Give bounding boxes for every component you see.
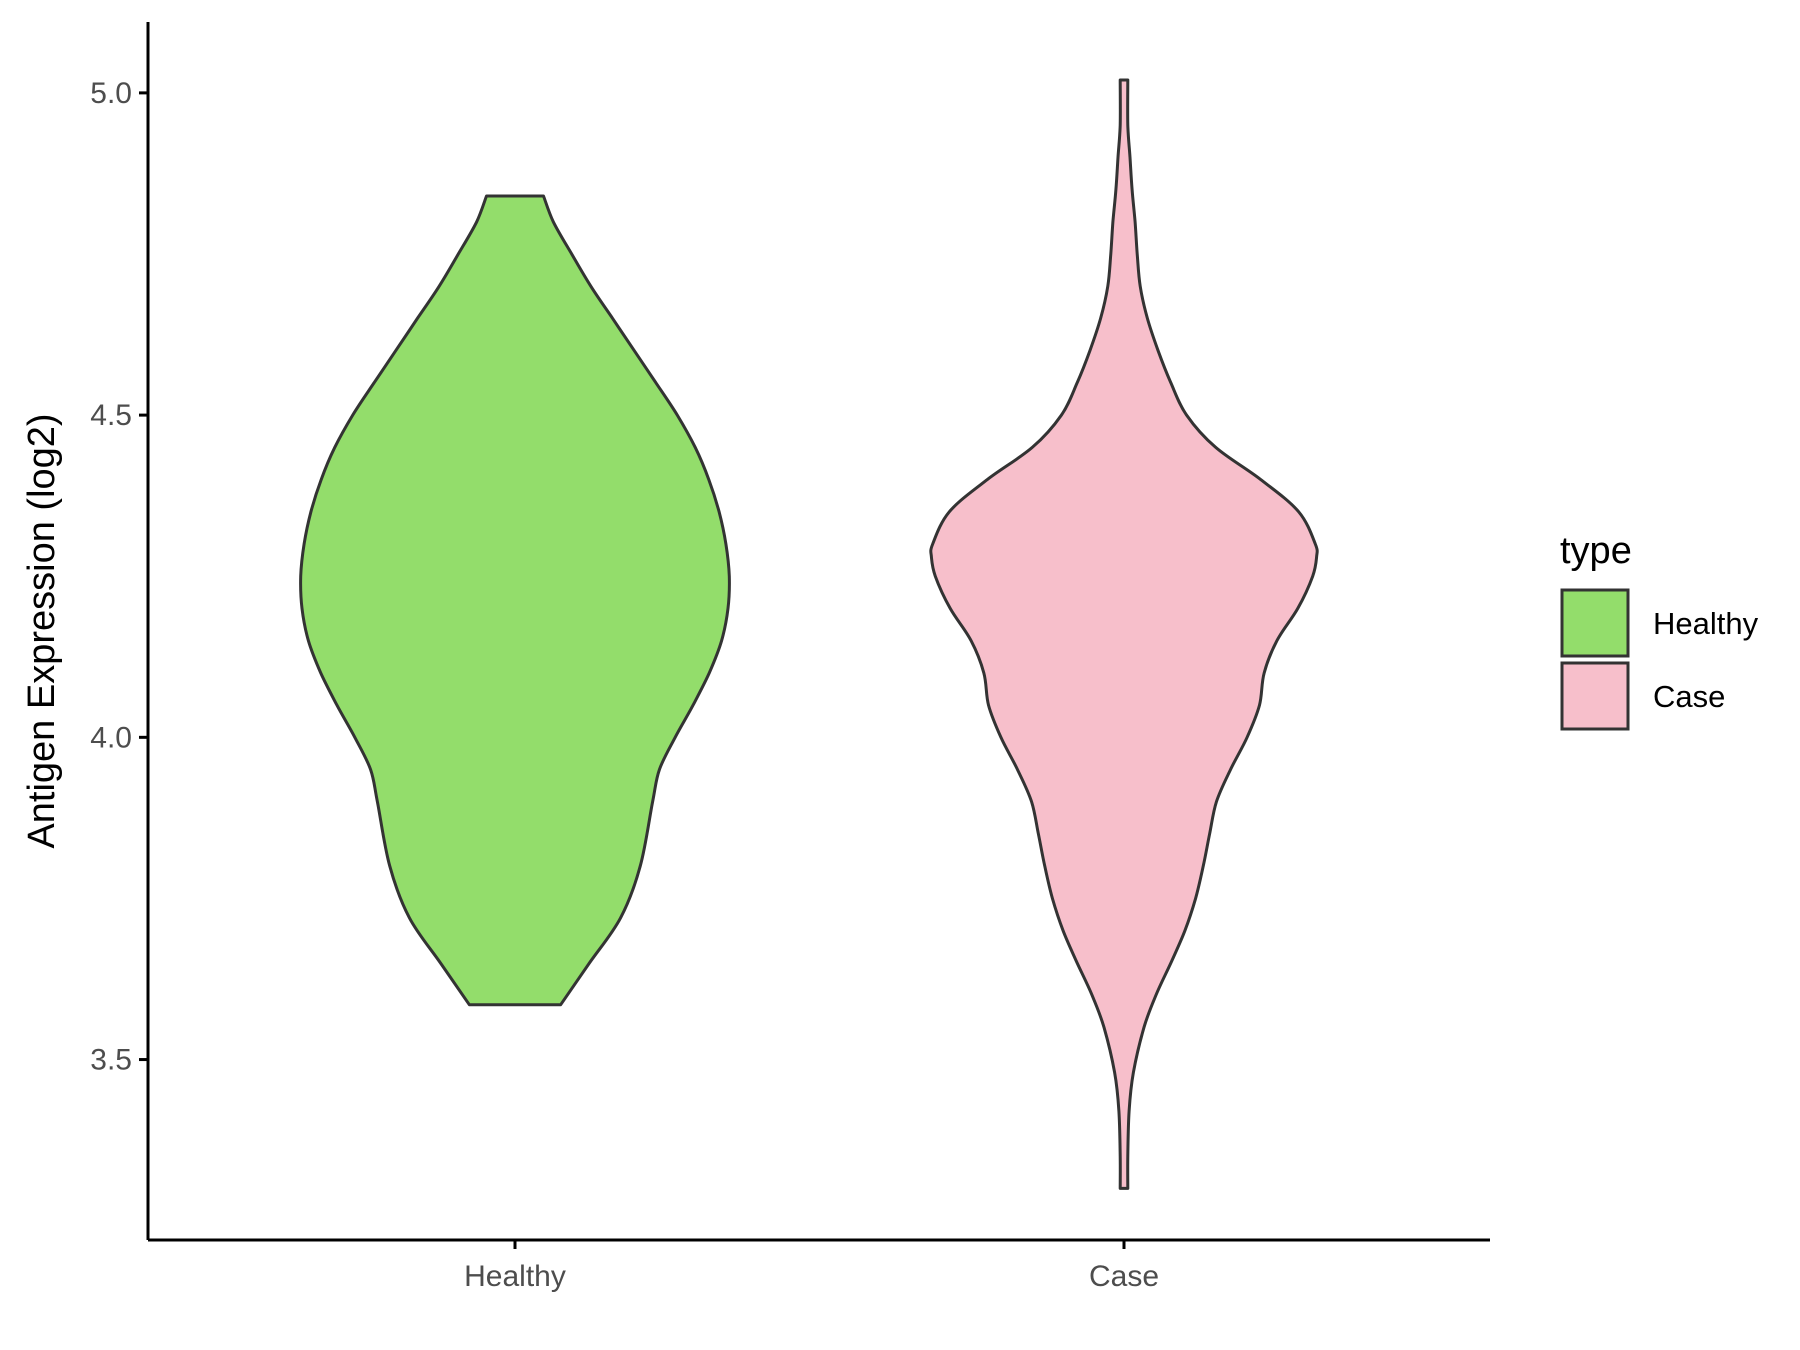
axes <box>146 22 1490 1242</box>
x-tick-label: Healthy <box>464 1260 566 1293</box>
x-tick-label: Case <box>1089 1260 1159 1293</box>
legend-key-case <box>1560 661 1630 731</box>
legend-key-healthy <box>1560 588 1630 658</box>
legend-title: type <box>1560 530 1632 572</box>
violins <box>299 78 1319 1190</box>
violin-case <box>929 78 1319 1190</box>
y-tick-label: 4.5 <box>90 399 132 432</box>
legend-label: Case <box>1653 679 1725 714</box>
y-tick-label: 4.0 <box>90 721 132 754</box>
x-ticks: Healthy Case <box>464 1240 1159 1293</box>
y-axis-title: Antigen Expression (log2) <box>21 413 63 848</box>
y-tick-label: 5.0 <box>90 77 132 110</box>
y-tick-label: 3.5 <box>90 1044 132 1077</box>
legend-label: Healthy <box>1653 606 1759 641</box>
legend: type Healthy Case <box>1560 530 1759 731</box>
violin-healthy <box>299 194 731 1007</box>
y-ticks: 3.5 4.0 4.5 5.0 <box>90 77 148 1077</box>
legend-entries: Healthy Case <box>1560 588 1759 731</box>
